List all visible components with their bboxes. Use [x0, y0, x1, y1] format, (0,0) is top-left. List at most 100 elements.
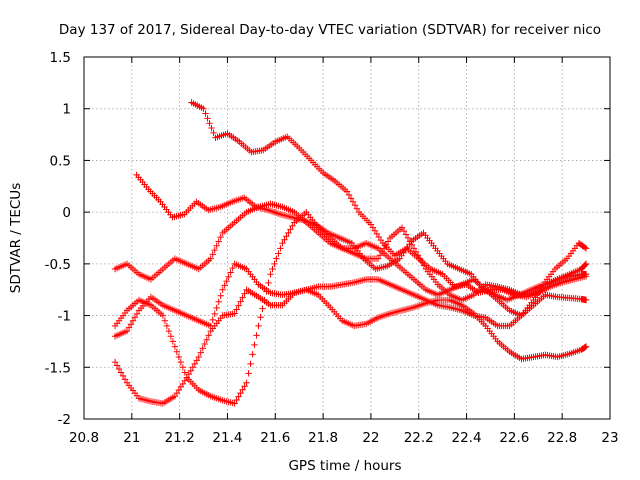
series-track-3: [111, 200, 590, 304]
data-point: [287, 226, 294, 233]
data-point: [345, 191, 353, 199]
data-point: [247, 360, 254, 368]
data-point: [113, 362, 121, 369]
data-point: [273, 255, 280, 262]
data-point: [165, 327, 173, 335]
data-point: [582, 296, 590, 304]
series-track-5: [111, 286, 590, 407]
data-point: [267, 271, 274, 278]
data-point: [167, 333, 175, 340]
data-point: [414, 252, 422, 259]
data-point: [418, 258, 426, 266]
data-point: [121, 376, 129, 383]
data-point: [207, 255, 214, 262]
series-track-1: [188, 99, 590, 301]
x-tick-label: 21.4: [212, 430, 242, 446]
data-point: [582, 343, 590, 350]
data-point: [408, 241, 416, 249]
data-point: [241, 383, 248, 390]
data-point: [263, 288, 270, 295]
data-point: [241, 290, 248, 297]
data-point: [581, 244, 589, 251]
data-point: [115, 365, 123, 373]
series-track-4: [111, 260, 590, 340]
y-tick-label: 1: [62, 102, 71, 118]
data-point: [347, 195, 355, 202]
data-point: [213, 242, 220, 249]
data-point: [400, 227, 408, 235]
data-point: [125, 324, 133, 331]
data-point: [209, 316, 216, 324]
x-tick-label: 22.8: [547, 430, 577, 446]
data-point: [271, 260, 278, 268]
series-track-2: [133, 171, 590, 304]
data-point: [213, 304, 220, 312]
data-point: [227, 269, 234, 276]
data-point: [211, 246, 218, 254]
data-point: [179, 364, 187, 371]
data-point: [233, 396, 240, 404]
data-point: [581, 344, 588, 351]
data-point: [199, 345, 206, 352]
data-point: [279, 239, 286, 247]
data-point: [173, 348, 181, 355]
data-point: [129, 317, 137, 324]
data-point: [111, 358, 119, 366]
data-point: [353, 205, 361, 212]
data-point: [398, 224, 406, 231]
plot-frame: [83, 56, 611, 420]
data-point: [197, 349, 204, 356]
data-point: [582, 245, 590, 252]
data-point: [582, 271, 590, 278]
data-point: [231, 400, 238, 407]
data-point: [582, 260, 590, 268]
data-point: [217, 233, 224, 241]
data-point: [161, 317, 169, 324]
y-axis-label: SDTVAR / TECUs: [8, 183, 24, 293]
data-point: [261, 296, 268, 304]
data-point: [384, 238, 392, 245]
data-point: [200, 105, 207, 112]
data-point: [187, 367, 194, 374]
data-point: [210, 129, 217, 137]
data-point: [193, 357, 200, 364]
series-track-6: [111, 208, 590, 407]
data-point: [231, 310, 238, 317]
data-point: [211, 310, 218, 318]
y-tick-label: 0: [62, 205, 71, 221]
data-point: [208, 124, 215, 132]
data-point: [582, 343, 589, 351]
data-point: [223, 277, 230, 285]
data-point: [221, 282, 228, 289]
data-point: [259, 305, 266, 312]
data-point: [412, 248, 420, 255]
data-point: [163, 322, 171, 330]
data-point: [133, 310, 141, 318]
data-point: [233, 306, 240, 313]
data-point: [201, 340, 208, 348]
data-point: [243, 379, 250, 386]
x-tick-label: 21: [123, 430, 140, 446]
data-point: [175, 353, 183, 361]
data-point: [285, 229, 292, 237]
data-point: [229, 264, 236, 272]
x-tick-label: 22: [362, 430, 379, 446]
data-point: [203, 336, 210, 343]
data-point: [351, 202, 359, 209]
data-point: [275, 250, 282, 257]
data-point: [204, 115, 211, 122]
data-point: [404, 234, 412, 242]
x-tick-labels: 20.8 21 21.2 21.4 21.6 21.8 22 22.2 22.4 22.6 22.8…: [69, 430, 619, 446]
data-point: [191, 360, 198, 368]
x-tick-label: 22.2: [404, 430, 434, 446]
y-tick-label: 1.5: [50, 50, 71, 66]
data-point: [283, 233, 290, 240]
data-point: [235, 393, 242, 400]
data-point: [289, 222, 296, 230]
y-tick-label: -1: [58, 309, 71, 325]
x-tick-label: 20.8: [69, 430, 99, 446]
data-point: [119, 372, 127, 380]
data-point: [420, 262, 428, 269]
data-point: [127, 320, 135, 328]
